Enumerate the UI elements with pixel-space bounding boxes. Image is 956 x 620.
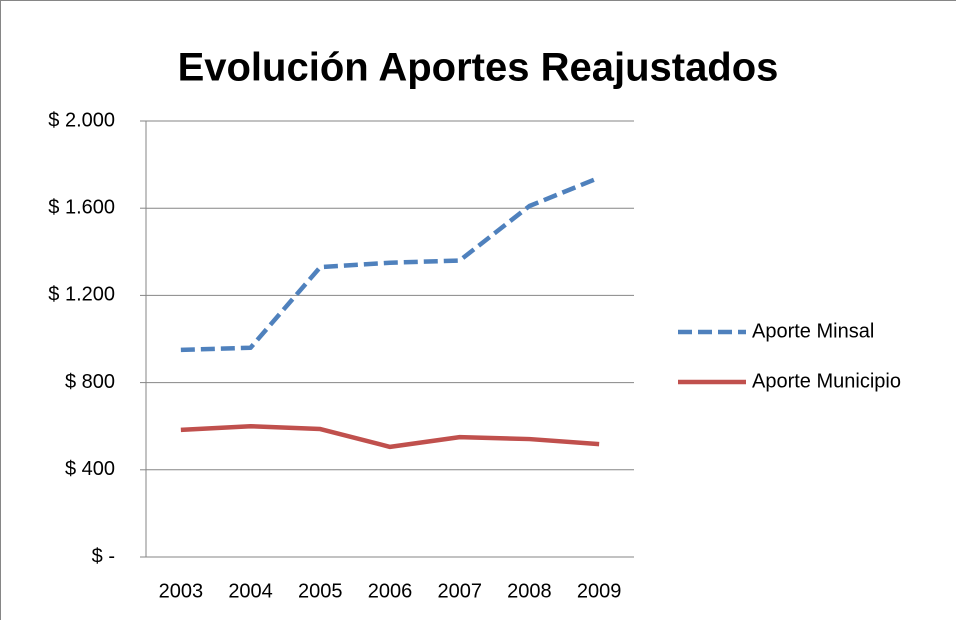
y-tick-label: $ 400 [65,458,115,480]
x-tick-label: 2008 [507,580,552,602]
x-tick-label: 2007 [437,580,482,602]
series-line [180,423,600,450]
x-tick-label: 2009 [577,580,622,602]
y-tick-label: $ 2.000 [48,109,115,131]
y-tick-label: $ 1.200 [48,284,115,306]
x-tick-label: 2005 [298,580,343,602]
y-tick-label: $ - [92,545,115,567]
legend-label: Aporte Minsal [752,320,874,342]
series-line [180,175,600,353]
x-tick-label: 2006 [368,580,413,602]
legend-label: Aporte Municipio [752,370,901,392]
y-tick-label: $ 1.600 [48,196,115,218]
y-tick-label: $ 800 [65,371,115,393]
x-tick-label: 2003 [159,580,204,602]
x-tick-label: 2004 [228,580,273,602]
chart-title: Evolución Aportes Reajustados [178,46,779,90]
